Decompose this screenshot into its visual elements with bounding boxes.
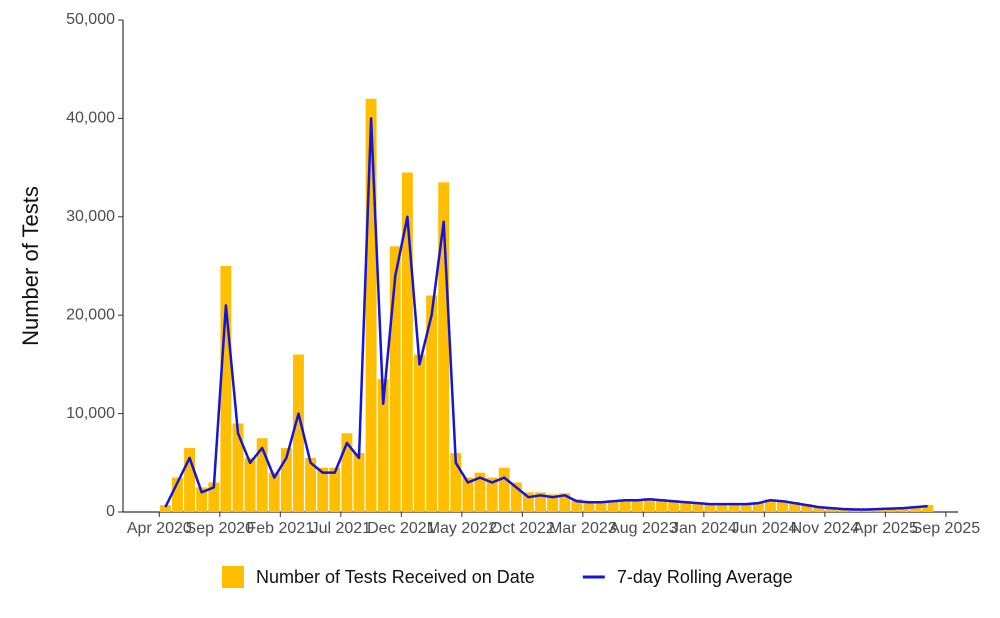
x-tick-label: Oct 2022 — [490, 520, 555, 537]
bar — [547, 494, 559, 512]
bar — [716, 503, 728, 512]
y-tick-label: 0 — [106, 503, 115, 520]
bar — [462, 477, 474, 512]
bar — [208, 482, 220, 512]
bar — [910, 506, 922, 512]
y-tick-label: 20,000 — [66, 306, 115, 323]
bar — [825, 507, 837, 512]
bar — [728, 503, 740, 512]
x-tick-label: May 2022 — [427, 520, 497, 537]
bar — [559, 493, 571, 512]
bar — [450, 452, 462, 512]
bar — [801, 504, 813, 512]
bar — [535, 492, 546, 512]
bar — [196, 487, 208, 512]
y-tick-label: 40,000 — [66, 110, 115, 127]
bar — [329, 467, 341, 512]
legend-swatch — [222, 566, 244, 588]
bar — [232, 423, 244, 512]
bar — [789, 502, 801, 512]
bar — [159, 505, 171, 512]
bar — [474, 472, 486, 512]
bar — [656, 499, 667, 512]
x-tick-label: Apr 2025 — [853, 520, 918, 537]
x-tick-label: Dec 2021 — [367, 520, 436, 537]
x-tick-label: Aug 2023 — [609, 520, 678, 537]
bar — [522, 492, 534, 512]
bar — [922, 505, 934, 512]
bar — [220, 266, 232, 512]
bar — [268, 472, 280, 512]
bar — [583, 501, 595, 512]
bar — [280, 448, 292, 512]
bar — [740, 503, 752, 512]
bar — [704, 503, 716, 512]
bar — [752, 502, 764, 512]
bar — [353, 452, 365, 512]
legend-label: Number of Tests Received on Date — [256, 567, 535, 587]
bar — [293, 354, 304, 512]
bar — [365, 98, 377, 512]
x-tick-label: Apr 2020 — [127, 520, 192, 537]
bar — [244, 457, 256, 512]
bar — [438, 182, 450, 513]
bar — [172, 477, 183, 512]
x-tick-label: Jul 2021 — [311, 520, 372, 537]
bar — [486, 477, 498, 512]
bar — [426, 295, 438, 512]
x-tick-label: Jan 2024 — [671, 520, 737, 537]
bar — [813, 506, 825, 512]
bar — [389, 246, 401, 512]
bar — [401, 172, 413, 512]
bar — [377, 379, 389, 512]
bar — [184, 448, 196, 512]
x-tick-label: Jun 2024 — [731, 520, 797, 537]
bar — [692, 502, 704, 512]
bar — [305, 457, 317, 512]
bar — [668, 500, 680, 512]
y-tick-label: 10,000 — [66, 405, 115, 422]
bar — [510, 482, 522, 512]
bar — [317, 467, 329, 512]
bar — [619, 499, 631, 512]
x-tick-label: Mar 2023 — [549, 520, 617, 537]
x-tick-label: Sep 2025 — [912, 520, 981, 537]
bar — [764, 499, 776, 512]
y-axis-title: Number of Tests — [18, 186, 43, 346]
bar — [595, 501, 607, 512]
line — [164, 117, 928, 511]
bar — [498, 467, 510, 512]
y-tick-label: 50,000 — [66, 11, 115, 28]
x-tick-label: Feb 2021 — [247, 520, 315, 537]
x-tick-label: Nov 2024 — [791, 520, 860, 537]
bar — [256, 438, 268, 512]
y-tick-label: 30,000 — [66, 208, 115, 225]
bar — [571, 499, 583, 512]
x-tick-label: Sep 2020 — [186, 520, 255, 537]
bar — [631, 499, 643, 512]
bar — [341, 433, 353, 512]
bar — [777, 500, 788, 512]
legend-label: 7-day Rolling Average — [617, 567, 793, 587]
bar — [414, 354, 425, 512]
bar — [643, 498, 655, 512]
bar — [680, 501, 692, 512]
bar — [607, 500, 619, 512]
bar — [898, 507, 909, 512]
